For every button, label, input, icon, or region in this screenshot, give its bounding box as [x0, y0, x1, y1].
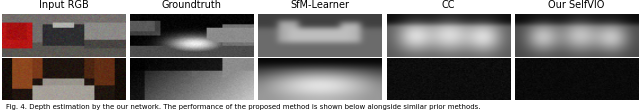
Text: Fig. 4. Depth estimation by the our network. The performance of the proposed met: Fig. 4. Depth estimation by the our netw…: [6, 104, 481, 110]
Text: Input RGB: Input RGB: [38, 0, 88, 10]
Text: CC: CC: [442, 0, 455, 10]
Text: Groundtruth: Groundtruth: [162, 0, 221, 10]
Text: Our SelfVIO: Our SelfVIO: [548, 0, 605, 10]
Text: SfM-Learner: SfM-Learner: [291, 0, 349, 10]
